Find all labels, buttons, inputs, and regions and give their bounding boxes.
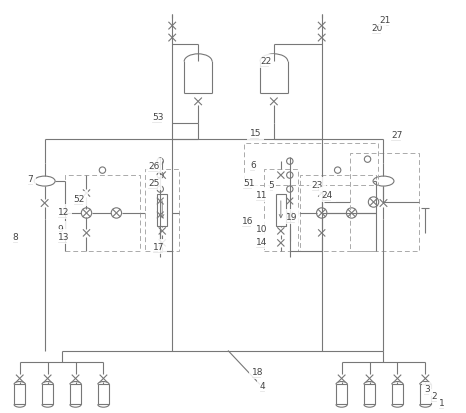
Text: 16: 16 [242,216,254,225]
Bar [14,385,26,404]
Text: 4: 4 [260,382,266,390]
Bar [244,144,377,185]
Text: 7: 7 [27,175,34,184]
Text: 10: 10 [256,224,267,233]
Bar [276,195,286,226]
Text: 12: 12 [58,207,69,216]
Text: 53: 53 [152,113,164,122]
Text: 6: 6 [250,161,256,170]
Text: 24: 24 [322,190,333,199]
Text: 8: 8 [13,233,19,241]
Bar [264,170,298,251]
Text: 3: 3 [425,385,430,394]
Text: 20: 20 [371,24,383,33]
Text: 11: 11 [256,190,267,199]
Text: 2: 2 [432,392,437,400]
Text: 26: 26 [148,162,160,171]
Text: 5: 5 [268,180,274,190]
Bar [145,170,179,251]
Bar [364,385,375,404]
Text: 23: 23 [312,180,323,190]
Text: 52: 52 [74,195,85,204]
Text: 18: 18 [252,368,263,377]
Bar [300,176,376,251]
Text: 19: 19 [286,212,297,221]
Text: 1: 1 [439,399,445,407]
Bar [419,385,431,404]
Text: 15: 15 [250,129,261,138]
Bar [70,385,81,404]
Text: 13: 13 [58,233,69,241]
Text: 21: 21 [379,16,391,24]
Text: 27: 27 [391,131,403,140]
Bar [392,385,403,404]
Text: 22: 22 [260,57,271,66]
Bar [350,154,419,251]
Bar [336,385,347,404]
Bar [65,176,140,251]
Text: 14: 14 [256,237,267,246]
Bar [98,385,109,404]
Bar [157,195,167,226]
Text: 9: 9 [58,224,63,233]
Text: 51: 51 [243,179,254,188]
Text: 25: 25 [148,179,160,188]
Bar [42,385,53,404]
Text: 17: 17 [153,242,165,251]
